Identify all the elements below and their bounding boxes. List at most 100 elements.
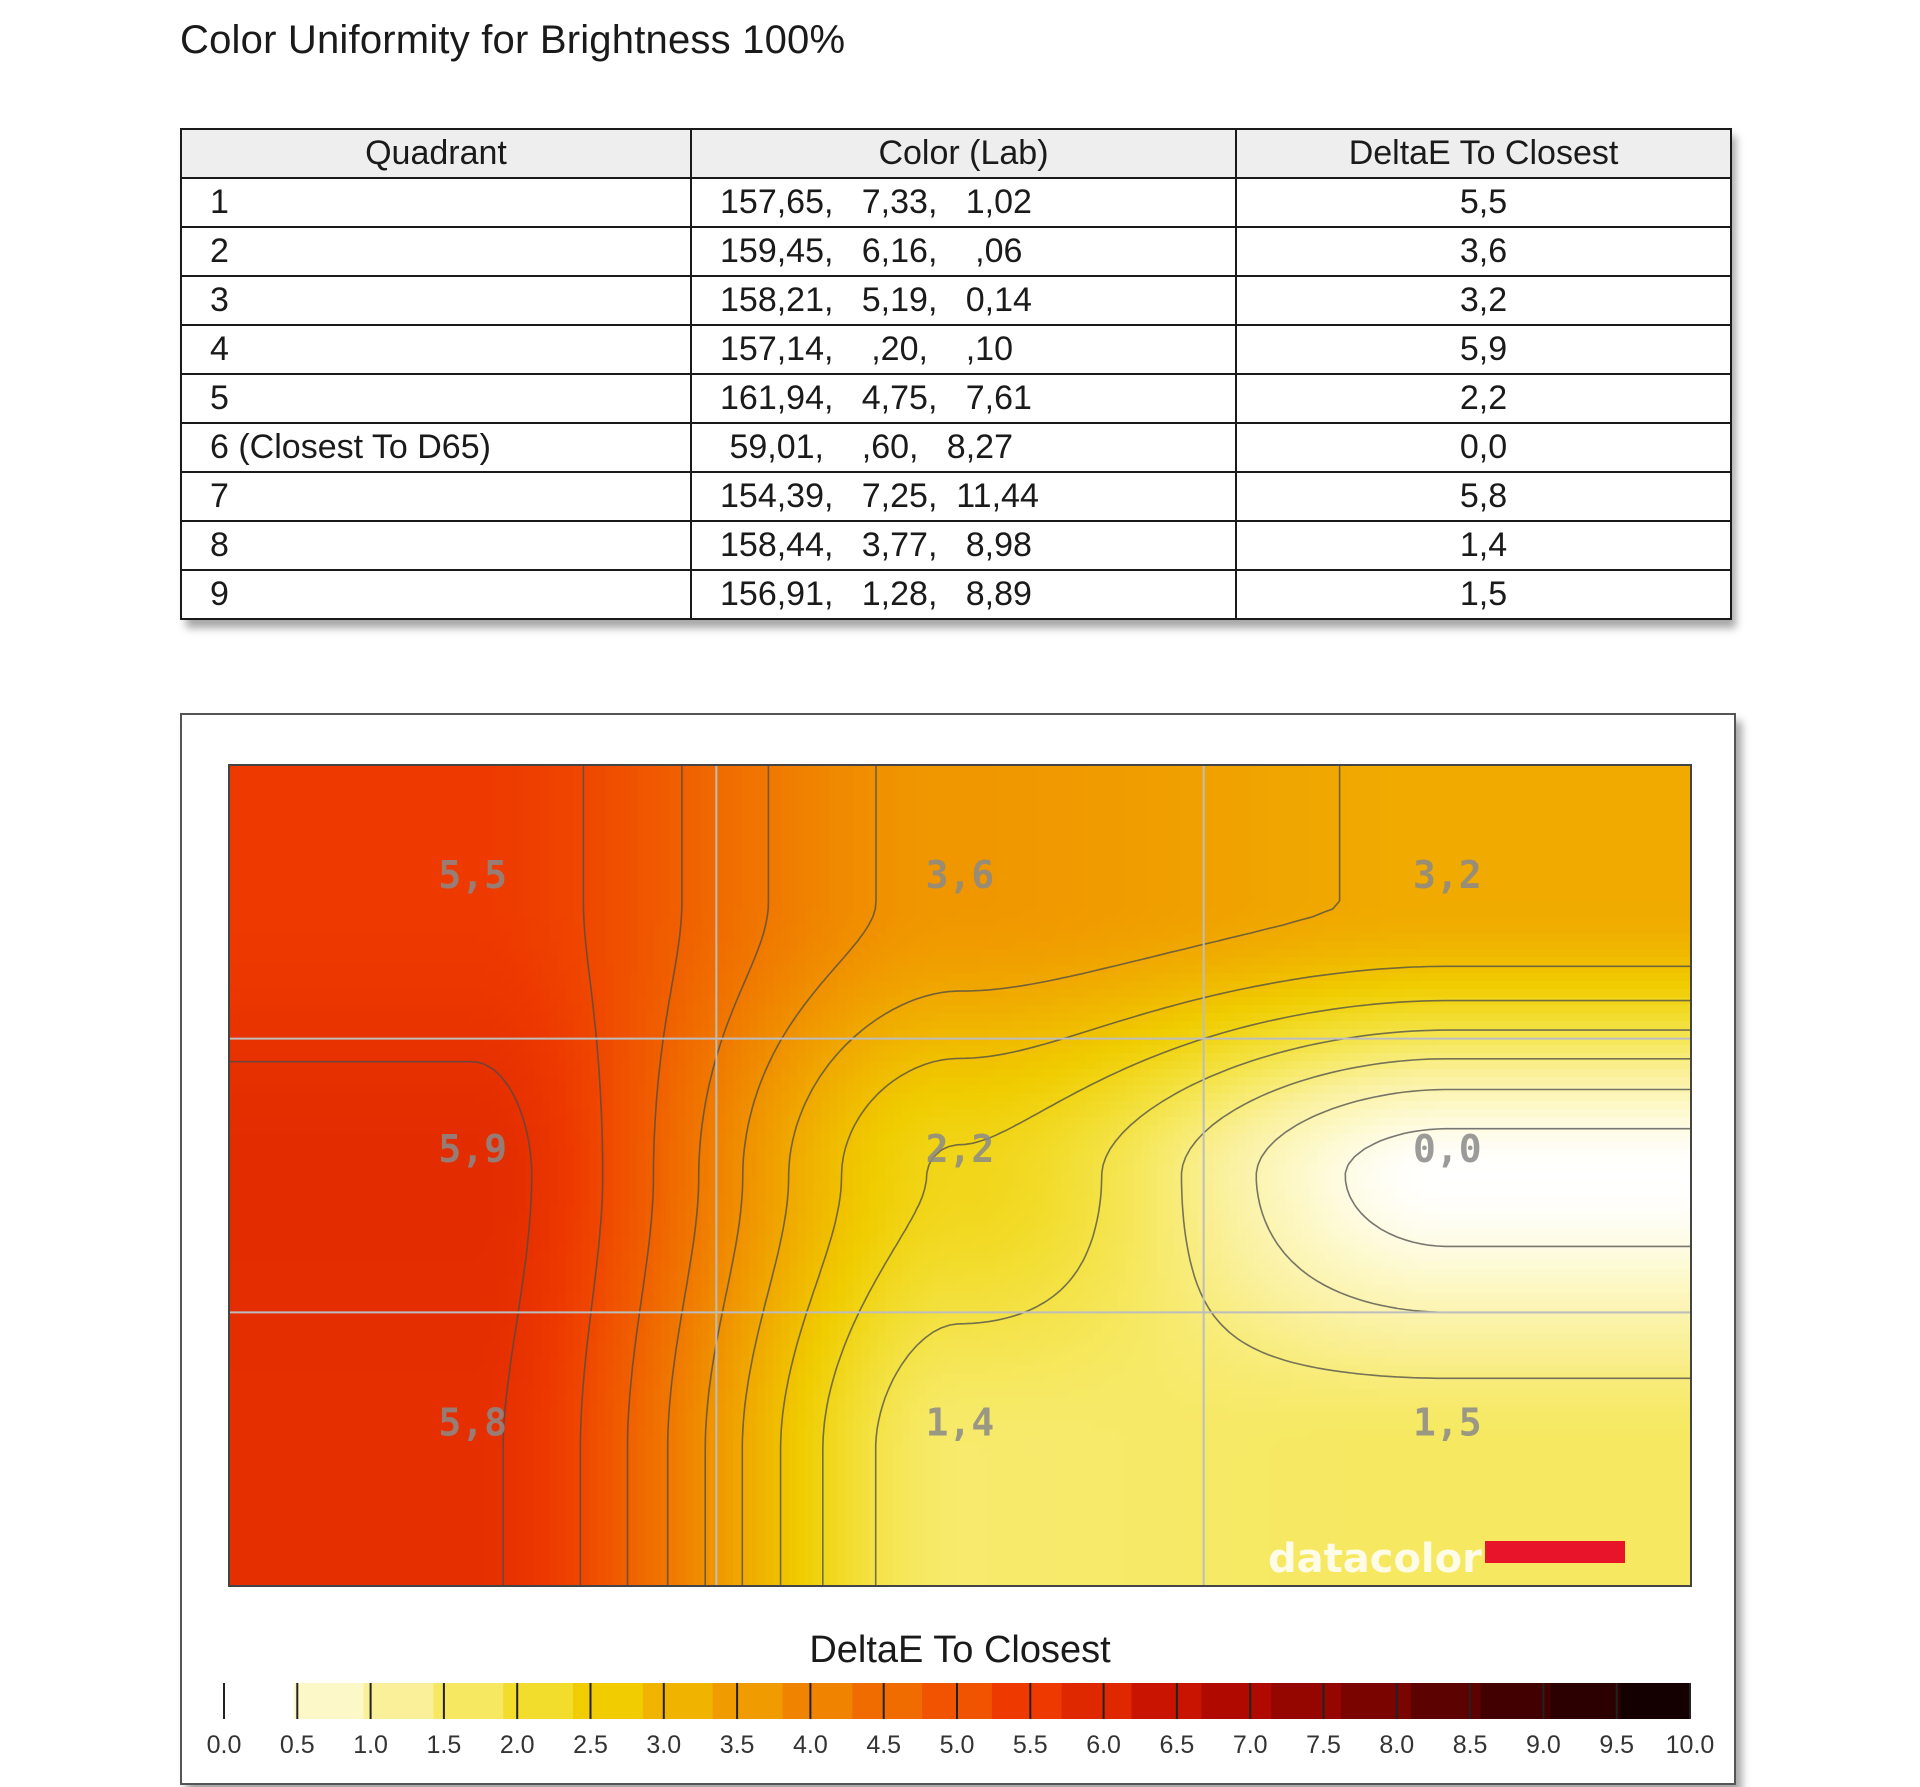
column-header-quadrant: Quadrant: [180, 128, 692, 179]
quadrant-cell: 2: [180, 226, 692, 277]
color-lab-cell: 156,91, 1,28, 8,89: [690, 569, 1237, 620]
datacolor-logo-text: datacolor: [1268, 1536, 1482, 1582]
colorbar-swatch: [1271, 1683, 1342, 1719]
measurement-table-container: Quadrant Color (Lab) DeltaE To Closest 1…: [180, 128, 1732, 620]
colorbar-tick-label: 6.0: [1086, 1731, 1121, 1759]
column-header-color-lab: Color (Lab): [690, 128, 1237, 179]
colorbar-tick-label: 2.5: [573, 1731, 608, 1759]
table-row: 1 157,65, 7,33, 1,02 5,5: [180, 177, 1732, 228]
delta-e-cell: 0,0: [1235, 422, 1732, 473]
table-row: 8 158,44, 3,77, 8,98 1,4: [180, 520, 1732, 571]
color-lab-cell: 158,44, 3,77, 8,98: [690, 520, 1237, 571]
table-row: 7 154,39, 7,25, 11,44 5,8: [180, 471, 1732, 522]
colorbar-tick-label: 3.0: [646, 1731, 681, 1759]
table-row: 2 159,45, 6,16, ,06 3,6: [180, 226, 1732, 277]
delta-e-cell: 3,2: [1235, 275, 1732, 326]
report-title: Color Uniformity for Brightness 100%: [180, 18, 846, 62]
quadrant-cell: 4: [180, 324, 692, 375]
colorbar-tick-label: 8.5: [1453, 1731, 1488, 1759]
quadrant-value-label: 5,5: [438, 853, 507, 897]
column-header-delta-e: DeltaE To Closest: [1235, 128, 1732, 179]
delta-e-cell: 2,2: [1235, 373, 1732, 424]
quadrant-cell: 9: [180, 569, 692, 620]
measurement-table: Quadrant Color (Lab) DeltaE To Closest 1…: [180, 128, 1732, 620]
colorbar-tick-label: 7.5: [1306, 1731, 1341, 1759]
quadrant-value-label: 1,5: [1413, 1400, 1482, 1444]
colorbar-tick-label: 4.5: [866, 1731, 901, 1759]
colorbar-swatch: [852, 1683, 923, 1719]
colorbar-swatch: [503, 1683, 574, 1719]
table-row: 4 157,14, ,20, ,10 5,9: [180, 324, 1732, 375]
color-lab-cell: 154,39, 7,25, 11,44: [690, 471, 1237, 522]
quadrant-cell: 7: [180, 471, 692, 522]
colorbar-tick-label: 1.5: [427, 1731, 462, 1759]
colorbar-tick-label: 7.0: [1233, 1731, 1268, 1759]
colorbar-swatch: [712, 1683, 783, 1719]
colorbar-title: DeltaE To Closest: [809, 1629, 1111, 1671]
quadrant-cell: 3: [180, 275, 692, 326]
color-lab-cell: 158,21, 5,19, 0,14: [690, 275, 1237, 326]
colorbar-tick-label: 6.5: [1160, 1731, 1195, 1759]
delta-e-cell: 1,4: [1235, 520, 1732, 571]
datacolor-logo: datacolor: [1268, 1536, 1625, 1582]
color-lab-cell: 157,14, ,20, ,10: [690, 324, 1237, 375]
quadrant-cell: 1: [180, 177, 692, 228]
quadrant-value-label: 1,4: [926, 1400, 995, 1444]
colorbar-swatch: [1131, 1683, 1202, 1719]
colorbar-swatch: [782, 1683, 853, 1719]
color-lab-cell: 157,65, 7,33, 1,02: [690, 177, 1237, 228]
quadrant-grid: [229, 765, 1691, 1586]
colorbar-tick-label: 5.0: [940, 1731, 975, 1759]
colorbar-swatch: [642, 1683, 714, 1719]
colorbar-swatch: [573, 1683, 644, 1719]
colorbar-swatch: [1201, 1683, 1272, 1719]
colorbar: 0.0 0.5 1.0 1.5 2.0 2.5 3.0 3.5 4.0 4.5 5.0 5.5 6.0 6…: [207, 1683, 1715, 1759]
colorbar-swatch: [991, 1683, 1063, 1719]
colorbar-swatch: [1061, 1683, 1133, 1719]
delta-e-cell: 5,5: [1235, 177, 1732, 228]
quadrant-value-label: 2,2: [926, 1127, 995, 1171]
colorbar-tick-label: 5.5: [1013, 1731, 1048, 1759]
color-lab-cell: 59,01, ,60, 8,27: [690, 422, 1237, 473]
quadrant-value-label: 5,9: [438, 1127, 507, 1171]
colorbar-tick-label: 0.0: [207, 1731, 242, 1759]
color-lab-cell: 161,94, 4,75, 7,61: [690, 373, 1237, 424]
quadrant-cell: 8: [180, 520, 692, 571]
table-body: 1 157,65, 7,33, 1,02 5,5 2 159,45, 6,16, ,06…: [180, 177, 1732, 620]
colorbar-tick-label: 4.0: [793, 1731, 828, 1759]
colorbar-tick-label: 9.5: [1599, 1731, 1634, 1759]
colorbar-swatch: [1480, 1683, 1551, 1719]
datacolor-logo-bar: [1485, 1541, 1625, 1563]
heatmap-surface: [229, 765, 1691, 1586]
uniformity-chart: 5,5 3,6 3,2 5,9 2,2 0,0 5,8 1,4 1,5 datacolor De…: [207, 764, 1715, 1759]
delta-e-cell: 5,9: [1235, 324, 1732, 375]
quadrant-value-label: 3,6: [926, 853, 995, 897]
table-row: 9 156,91, 1,28, 8,89 1,5: [180, 569, 1732, 620]
table-header-row: Quadrant Color (Lab) DeltaE To Closest: [180, 128, 1732, 179]
colorbar-swatch: [1550, 1683, 1621, 1719]
colorbar-swatch: [433, 1683, 504, 1719]
plot-border: [228, 764, 1692, 1587]
delta-e-cell: 5,8: [1235, 471, 1732, 522]
colorbar-swatch: [363, 1683, 434, 1719]
colorbar-swatch: [1620, 1683, 1691, 1719]
delta-e-cell: 3,6: [1235, 226, 1732, 277]
color-lab-cell: 159,45, 6,16, ,06: [690, 226, 1237, 277]
table-row: 3 158,21, 5,19, 0,14 3,2: [180, 275, 1732, 326]
colorbar-tick-label: 1.0: [353, 1731, 388, 1759]
colorbar-tick-label: 8.0: [1379, 1731, 1414, 1759]
quadrant-value-labels: 5,5 3,6 3,2 5,9 2,2 0,0 5,8 1,4 1,5: [438, 853, 1481, 1444]
colorbar-tick-label: 9.0: [1526, 1731, 1561, 1759]
delta-e-cell: 1,5: [1235, 569, 1732, 620]
colorbar-tick-label: 2.0: [500, 1731, 535, 1759]
colorbar-tick-label: 3.5: [720, 1731, 755, 1759]
quadrant-value-label: 5,8: [438, 1400, 507, 1444]
colorbar-swatch: [293, 1683, 365, 1719]
quadrant-value-label: 0,0: [1413, 1127, 1482, 1171]
quadrant-cell: 6 (Closest To D65): [180, 422, 692, 473]
colorbar-swatch: [1340, 1683, 1412, 1719]
colorbar-tick-label: 10.0: [1666, 1731, 1715, 1759]
uniformity-chart-panel: 5,5 3,6 3,2 5,9 2,2 0,0 5,8 1,4 1,5 datacolor De…: [180, 713, 1736, 1785]
table-row: 6 (Closest To D65) 59,01, ,60, 8,27 0,0: [180, 422, 1732, 473]
table-row: 5 161,94, 4,75, 7,61 2,2: [180, 373, 1732, 424]
